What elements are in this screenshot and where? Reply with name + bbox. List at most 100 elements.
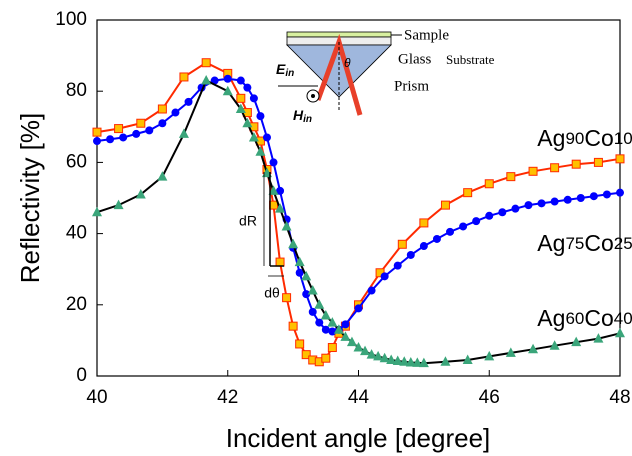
data-point	[432, 234, 441, 243]
data-point	[593, 333, 604, 343]
data-point	[528, 166, 538, 176]
data-point	[248, 131, 259, 142]
data-point	[301, 350, 311, 360]
data-point	[132, 129, 141, 138]
data-point	[405, 356, 416, 367]
data-point	[119, 133, 128, 142]
data-point	[321, 325, 330, 334]
data-point	[157, 171, 168, 181]
x-tick-label: 42	[217, 387, 238, 408]
data-point	[354, 304, 363, 313]
data-point	[320, 309, 331, 320]
inset-label: Glass	[398, 51, 431, 67]
series-label: Ag75Co25	[537, 230, 632, 256]
data-point	[418, 357, 429, 368]
data-point	[242, 117, 253, 128]
data-point	[201, 75, 212, 85]
data-point	[563, 195, 572, 204]
data-point	[571, 159, 581, 169]
data-point	[222, 85, 233, 96]
data-point	[255, 146, 266, 156]
data-point	[616, 188, 624, 197]
data-point	[288, 238, 299, 249]
data-point	[576, 194, 585, 202]
inset-diagram: Sample Glass Substrate Prism Ein Hin θ	[276, 27, 495, 124]
data-point	[281, 220, 292, 231]
data-point	[201, 58, 211, 68]
data-point	[321, 353, 331, 363]
data-point	[386, 354, 397, 364]
data-point	[288, 321, 298, 331]
data-point	[93, 137, 101, 146]
data-point	[301, 270, 312, 281]
data-point	[340, 331, 351, 341]
data-point	[314, 299, 325, 309]
data-point	[446, 227, 455, 236]
inset-label: Ein	[276, 61, 294, 79]
annotation: dR	[239, 213, 257, 229]
annotation: dθ	[264, 285, 280, 301]
y-tick-label: 60	[66, 151, 87, 172]
data-point	[440, 200, 450, 210]
data-point	[440, 356, 451, 366]
data-point	[327, 343, 337, 353]
data-point	[505, 347, 516, 357]
data-point	[550, 197, 559, 206]
data-point	[295, 339, 305, 349]
data-point	[302, 290, 311, 299]
x-tick-label: 44	[348, 387, 370, 408]
data-point	[158, 119, 167, 128]
slope-annotation: dR dθ	[239, 172, 284, 301]
y-tick-label: 20	[66, 294, 87, 315]
data-point	[419, 242, 428, 251]
data-point	[276, 186, 285, 195]
data-point	[393, 261, 402, 270]
data-point	[210, 76, 219, 85]
data-point	[327, 317, 338, 327]
data-point	[341, 320, 350, 329]
data-point	[114, 124, 124, 134]
data-point	[308, 307, 317, 316]
inset-label: Prism	[394, 78, 429, 94]
inset-label: Hin	[293, 107, 312, 125]
h-vector	[311, 94, 315, 98]
data-point	[307, 285, 318, 295]
data-point	[366, 349, 377, 359]
data-point	[236, 93, 246, 103]
data-point	[236, 76, 245, 85]
inset-label: Sample	[404, 27, 449, 43]
data-point	[92, 206, 102, 217]
data-point	[506, 172, 516, 182]
data-point	[463, 188, 473, 198]
data-point	[528, 343, 539, 354]
x-tick-label: 40	[86, 387, 107, 408]
data-point	[397, 239, 407, 249]
data-point	[294, 256, 305, 267]
data-point	[602, 190, 611, 199]
data-point	[106, 135, 115, 144]
data-point	[346, 336, 357, 347]
data-point	[367, 286, 376, 295]
data-point	[412, 357, 423, 367]
data-point	[459, 222, 468, 231]
data-point	[399, 356, 410, 366]
data-point	[392, 355, 403, 366]
x-tick-label: 46	[479, 387, 500, 408]
data-point	[593, 157, 603, 167]
data-point	[282, 293, 292, 303]
data-point	[113, 199, 124, 210]
data-point	[380, 272, 389, 281]
data-point	[571, 336, 582, 347]
data-point	[315, 318, 324, 327]
data-point	[550, 163, 560, 173]
data-point	[379, 352, 390, 363]
data-point	[373, 350, 384, 361]
data-point	[145, 126, 154, 135]
data-point	[462, 354, 473, 364]
inset-label: Substrate	[446, 52, 495, 67]
data-point	[360, 345, 371, 356]
data-point	[615, 327, 625, 338]
data-point	[262, 133, 271, 142]
y-axis-label: Reflectivity [%]	[15, 113, 45, 284]
